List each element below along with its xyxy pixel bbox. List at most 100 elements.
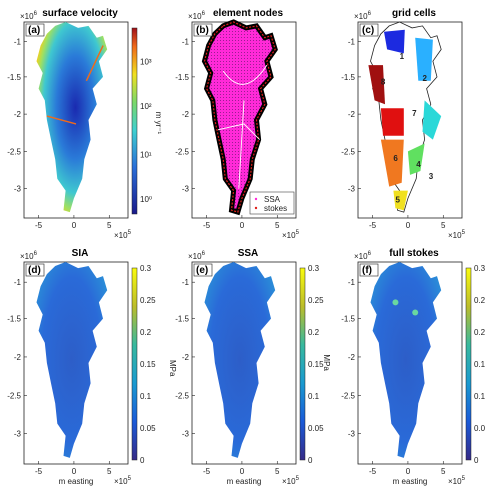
y-tick-label: -3 [182, 185, 190, 194]
panel-title: element nodes [213, 8, 283, 19]
x-tick-label: 5 [441, 221, 446, 230]
y-tick-label: -1 [348, 38, 356, 47]
panel-e: SSA ×106 (e) -1 -1.5 -2 -2.5 -3 -5 0 5×105 m eastin… [175, 248, 331, 486]
panel-a: surface velocity ×106 (a) -1 -1.5 -2 -2.5 -3 -5 0… [7, 8, 163, 240]
x-tick-label: 5 [441, 467, 446, 476]
region-8 [368, 65, 385, 105]
basin-divides [217, 64, 268, 189]
legend-marker-ssa [254, 197, 258, 201]
y-tick-label: -2.5 [7, 147, 21, 156]
colorbar [131, 267, 138, 461]
x-exponent-label: ×105 [282, 230, 300, 240]
panel-title: SIA [72, 248, 89, 259]
colorbar-tick-label: 0.3 [474, 264, 486, 273]
colorbar-tick-label: 0.3 [140, 264, 152, 273]
stokes-nodes-ring [203, 21, 276, 213]
y-tick-label: -1 [348, 278, 356, 287]
region-label: 6 [393, 154, 398, 163]
panel-label-box [25, 23, 45, 37]
ice-sheet-shape [204, 262, 276, 458]
y-tick-label: -2 [182, 353, 190, 362]
y-tick-label: -1 [182, 278, 190, 287]
x-tick-label: 5 [275, 467, 280, 476]
axes-box [357, 21, 463, 219]
x-tick-label: 0 [406, 221, 411, 230]
panel-label: (b) [196, 25, 209, 36]
region-label: 7 [412, 109, 417, 118]
panel-title: full stokes [389, 248, 439, 259]
panel-label-box [359, 263, 379, 277]
y-tick-label: -3 [182, 430, 190, 439]
y-exponent-label: ×106 [188, 251, 206, 261]
y-exponent-label: ×106 [354, 11, 372, 21]
colorbar-tick-label: 0 [140, 456, 145, 465]
colorbar-label: MPa [322, 354, 331, 371]
panel-label-box [193, 263, 213, 277]
stress-hotspot [392, 299, 399, 306]
colorbar-tick-label: 10¹ [140, 150, 152, 159]
ice-sheet-shape [36, 262, 108, 458]
outlet-glaciers [46, 45, 104, 125]
region-label: 3 [429, 172, 434, 181]
x-tick-label: 5 [275, 221, 280, 230]
region-5 [393, 190, 408, 211]
region-7 [380, 108, 404, 136]
colorbar-tick-label: 0 [474, 456, 479, 465]
y-tick-label: -3 [348, 185, 356, 194]
x-tick-label: 0 [406, 467, 411, 476]
x-exponent-label: ×105 [448, 230, 466, 240]
panel-label: (f) [362, 265, 372, 276]
panel-label: (a) [28, 25, 40, 36]
region-label: 2 [422, 74, 427, 83]
y-exponent-label: ×106 [354, 251, 372, 261]
x-tick-label: 0 [240, 467, 245, 476]
region-label: 8 [381, 78, 386, 87]
x-tick-label: -5 [203, 221, 211, 230]
colorbar-tick-label: 0.2 [308, 328, 320, 337]
colorbar [299, 267, 306, 461]
y-tick-label: -1 [182, 38, 190, 47]
region-label: 5 [395, 195, 400, 204]
colorbar-tick-label: 0.2 [474, 296, 486, 305]
x-tick-label: -5 [35, 467, 43, 476]
panel-title: surface velocity [42, 8, 118, 19]
colorbar-tick-label: 0.05 [308, 424, 324, 433]
colorbar-tick-label: 0.1 [140, 392, 152, 401]
region-4 [407, 143, 425, 175]
y-tick-label: -2.5 [341, 391, 355, 400]
y-tick-label: -3 [14, 185, 22, 194]
y-tick-label: -2.5 [341, 147, 355, 156]
x-tick-label: -5 [369, 221, 377, 230]
y-tick-label: -2 [348, 353, 356, 362]
ice-sheet-shape [36, 22, 108, 213]
panel-c: grid cells ×106 1 2 8 7 6 4 5 3 (c) -1 -1.5 -2 -2.5 -3 -… [341, 8, 465, 240]
y-tick-label: -1.5 [175, 73, 189, 82]
colorbar-tick-label: 0.15 [308, 360, 324, 369]
y-tick-label: -2.5 [175, 147, 189, 156]
region-label: 1 [400, 52, 405, 61]
colorbar-label-d: MPa [168, 360, 177, 377]
legend-entry: SSA [264, 195, 281, 204]
panel-label: (c) [362, 25, 374, 36]
y-exponent-label: ×106 [20, 251, 38, 261]
x-axis-label: m easting [227, 477, 262, 486]
colorbar-tick-label: 0.3 [308, 264, 320, 273]
panel-label: (e) [196, 265, 208, 276]
x-exponent-label: ×105 [448, 476, 466, 486]
y-tick-label: -2 [14, 353, 22, 362]
colorbar-tick-label: 10² [140, 102, 152, 111]
colorbar-label: m yr⁻¹ [154, 112, 163, 135]
region-6 [380, 139, 404, 187]
x-tick-label: -5 [35, 221, 43, 230]
x-tick-label: 5 [107, 467, 112, 476]
colorbar [465, 267, 472, 461]
x-tick-label: 0 [72, 467, 77, 476]
y-exponent-label: ×106 [20, 11, 38, 21]
x-tick-label: 5 [107, 221, 112, 230]
x-tick-label: 0 [240, 221, 245, 230]
y-tick-label: -1.5 [7, 315, 21, 324]
y-tick-label: -1.5 [341, 73, 355, 82]
colorbar-tick-label: 0.2 [474, 328, 486, 337]
